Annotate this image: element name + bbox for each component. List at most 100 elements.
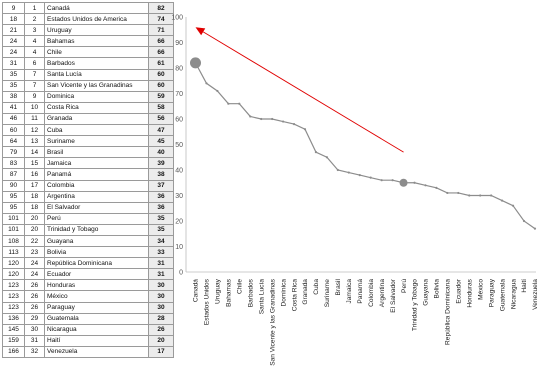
rank-cell: 20: [24, 223, 45, 236]
country-cell: Costa Rica: [44, 101, 149, 114]
score-cell: 39: [148, 157, 174, 170]
data-point: [457, 191, 460, 195]
row-index-cell: 166: [2, 345, 25, 359]
country-cell: Barbados: [44, 57, 149, 70]
data-point: [282, 120, 285, 123]
country-cell: Uruguay: [44, 24, 149, 37]
rank-cell: 7: [24, 68, 45, 81]
data-point: [347, 171, 350, 174]
table-row: 159 31 Haití 20: [2, 334, 174, 347]
row-index-cell: 108: [2, 234, 25, 248]
country-cell: Cuba: [44, 124, 149, 137]
row-index-cell: 35: [2, 68, 25, 81]
table-row: 38 9 Dominica 59: [2, 90, 174, 103]
row-index-cell: 24: [2, 46, 25, 59]
country-cell: Estados Unidos de America: [44, 13, 149, 26]
table-row: 35 7 San Vicente y las Granadinas 60: [2, 79, 174, 92]
y-tick-label: 0: [179, 270, 183, 277]
country-cell: República Dominicana: [44, 257, 149, 270]
data-point: [435, 186, 438, 189]
row-index-cell: 38: [2, 90, 25, 103]
row-index-cell: 95: [2, 201, 25, 214]
country-cell: Venezuela: [44, 345, 149, 359]
rank-cell: 26: [24, 290, 45, 303]
row-index-cell: 113: [2, 246, 25, 259]
rank-cell: 13: [24, 135, 45, 148]
rank-cell: 12: [24, 124, 45, 137]
country-cell: Granada: [44, 112, 149, 126]
series-line: [194, 62, 536, 230]
table-row: 35 7 Santa Lucía 60: [2, 68, 174, 81]
data-point: [260, 117, 263, 121]
row-index-cell: 95: [2, 190, 25, 203]
data-point: [468, 194, 471, 197]
country-cell: Argentina: [44, 190, 149, 203]
data-point: [238, 102, 241, 105]
table-row: 145 30 Nicaragua 26: [2, 323, 174, 336]
country-cell: Canadá: [44, 1, 149, 15]
country-cell: Dominica: [44, 90, 149, 103]
table-row: 101 20 Perú 35: [2, 212, 174, 225]
rank-cell: 30: [24, 323, 45, 336]
x-category-label: Cuba: [313, 279, 320, 295]
y-tick-label: 30: [175, 193, 183, 200]
data-point: [479, 194, 482, 197]
x-category-label: Guayana: [423, 279, 430, 306]
table-row: 64 13 Suriname 45: [2, 135, 174, 148]
y-tick-label: 40: [175, 168, 183, 175]
score-cell: 30: [148, 290, 174, 303]
score-cell: 40: [148, 146, 174, 159]
data-point: [292, 123, 296, 126]
x-category-label: Venezuela: [532, 279, 539, 310]
country-cell: Haití: [44, 334, 149, 347]
score-cell: 35: [148, 212, 174, 225]
country-cell: Trinidad y Tobago: [44, 223, 149, 236]
data-point: [501, 199, 504, 202]
table-row: 87 16 Panamá 38: [2, 168, 174, 181]
row-index-cell: 120: [2, 257, 25, 270]
x-category-label: Nicaragua: [510, 279, 517, 309]
rank-cell: 4: [24, 46, 45, 59]
data-point: [369, 176, 372, 179]
x-category-label: Estados Unidos: [204, 278, 211, 325]
row-index-cell: 64: [2, 135, 25, 148]
x-category-label: Granada: [302, 279, 309, 305]
score-cell: 36: [148, 201, 174, 214]
y-tick-label: 70: [175, 91, 183, 98]
x-category-label: Honduras: [466, 278, 473, 307]
x-category-label: Canadá: [193, 279, 200, 302]
rank-cell: 31: [24, 334, 45, 347]
x-category-label: Paraguay: [488, 278, 495, 307]
x-category-label: Guatemala: [499, 279, 506, 312]
country-cell: Panamá: [44, 168, 149, 181]
data-point: [271, 117, 274, 121]
row-index-cell: 21: [2, 24, 25, 37]
country-cell: Ecuador: [44, 268, 149, 281]
rank-cell: 9: [24, 90, 45, 103]
data-point: [424, 184, 427, 187]
table-row: 108 22 Guayana 34: [2, 234, 174, 248]
table-row: 95 18 El Salvador 36: [2, 201, 174, 214]
country-cell: Jamaica: [44, 157, 149, 170]
country-cell: Colombia: [44, 179, 149, 192]
score-cell: 59: [148, 90, 174, 103]
x-category-label: Panamá: [357, 279, 364, 304]
country-cell: Perú: [44, 212, 149, 225]
x-category-label: Suriname: [324, 279, 331, 308]
score-cell: 60: [148, 79, 174, 92]
score-cell: 74: [148, 13, 174, 26]
table-row: 9 1 Canadá 82: [2, 1, 174, 15]
data-point: [325, 156, 328, 159]
rank-cell: 14: [24, 146, 45, 159]
table-row: 21 3 Uruguay 71: [2, 24, 174, 37]
x-category-label: Uruguay: [215, 278, 222, 304]
x-category-label: Colombia: [368, 279, 375, 307]
table-row: 123 26 Honduras 30: [2, 279, 174, 292]
country-cell: Honduras: [44, 279, 149, 292]
country-cell: Bolivia: [44, 246, 149, 259]
rank-cell: 6: [24, 57, 45, 70]
table-row: 166 32 Venezuela 17: [2, 345, 174, 359]
rank-cell: 22: [24, 234, 45, 248]
x-category-label: Barbados: [247, 278, 254, 307]
row-index-cell: 79: [2, 146, 25, 159]
